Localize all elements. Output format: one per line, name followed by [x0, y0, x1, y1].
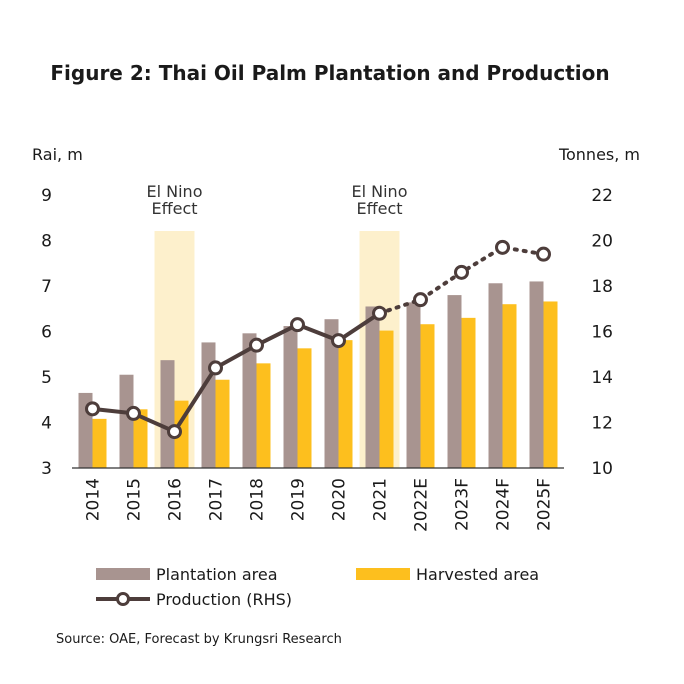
production-line [85, 239, 551, 440]
legend-swatch-harvested [356, 568, 410, 580]
chart-title: Figure 2: Thai Oil Palm Plantation and P… [50, 61, 609, 85]
bar-harvested-2021 [379, 330, 394, 468]
legend-swatch-plantation [96, 568, 150, 580]
production-point-2020 [331, 333, 346, 349]
production-point-2014 [85, 401, 100, 417]
shade-label-line2: Effect [151, 199, 197, 218]
x-tick-label: 2014 [84, 478, 104, 521]
legend: Plantation area Harvested area Productio… [96, 565, 539, 609]
legend-label-production: Production (RHS) [156, 590, 292, 609]
legend-label-harvested: Harvested area [416, 565, 539, 584]
bar-plantation-2016 [160, 360, 175, 468]
x-tick-label: 2022E [412, 478, 432, 532]
bar-harvested-2024F [502, 304, 517, 468]
production-point-2018 [249, 337, 264, 353]
bar-plantation-2019 [283, 326, 298, 468]
production-point-2017 [208, 360, 223, 376]
left-tick-label: 3 [41, 459, 52, 479]
bar-harvested-2019 [297, 348, 312, 468]
right-tick-label: 12 [591, 414, 613, 434]
left-tick-label: 5 [41, 368, 52, 388]
right-tick-label: 20 [591, 232, 613, 252]
shade-label-line1: El Nino [352, 182, 408, 201]
right-axis-ticks: 10 12 14 16 18 20 22 [591, 186, 613, 479]
bar-plantation-2021 [365, 306, 380, 468]
x-tick-label: 2020 [330, 478, 350, 521]
bar-plantation-2015 [119, 374, 134, 468]
production-point-2025F [536, 246, 551, 262]
left-axis-ticks: 3 4 5 6 7 8 9 [41, 186, 52, 479]
bar-plantation-2020 [324, 319, 339, 468]
x-tick-label: 2015 [125, 478, 145, 521]
production-point-2024F [495, 239, 510, 255]
x-tick-label: 2018 [248, 478, 268, 521]
left-tick-label: 8 [41, 232, 52, 252]
bar-harvested-2014 [92, 418, 107, 468]
source-note: Source: OAE, Forecast by Krungsri Resear… [56, 632, 342, 647]
x-tick-label: 2024F [494, 478, 514, 531]
x-tick-label: 2016 [166, 478, 186, 521]
x-tick-label: 2025F [535, 478, 555, 531]
left-tick-label: 9 [41, 186, 52, 206]
bar-plantation-2023F [447, 295, 462, 468]
left-axis-unit: Rai, m [32, 145, 83, 164]
bar-harvested-2017 [215, 379, 230, 468]
bar-harvested-2025F [543, 301, 558, 468]
left-tick-label: 4 [41, 414, 52, 434]
right-tick-label: 18 [591, 277, 613, 297]
x-tick-label: 2023F [453, 478, 473, 531]
production-point-2023F [454, 264, 469, 280]
bar-plantation-2025F [529, 281, 544, 468]
right-tick-label: 14 [591, 368, 613, 388]
x-tick-label: 2021 [371, 478, 391, 521]
production-point-2021 [372, 305, 387, 321]
x-tick-label: 2019 [289, 478, 309, 521]
production-point-2016 [167, 424, 182, 440]
left-tick-label: 7 [41, 277, 52, 297]
legend-label-plantation: Plantation area [156, 565, 278, 584]
shade-label-line2: Effect [356, 199, 402, 218]
bar-harvested-2023F [461, 317, 476, 468]
shade-label-line1: El Nino [147, 182, 203, 201]
x-tick-label: 2017 [207, 478, 227, 521]
x-axis-ticks: 2014 2015 2016 2017 2018 2019 2020 2021 2022E 202… [84, 478, 555, 532]
bar-harvested-2022E [420, 324, 435, 468]
bar-plantation-2022E [406, 302, 421, 468]
production-point-2019 [290, 317, 305, 333]
right-tick-label: 16 [591, 323, 613, 343]
right-axis-unit: Tonnes, m [558, 145, 640, 164]
right-tick-label: 22 [591, 186, 613, 206]
bar-harvested-2018 [256, 363, 271, 468]
right-tick-label: 10 [591, 459, 613, 479]
bar-plantation-2018 [242, 333, 257, 468]
bars [78, 281, 558, 468]
legend-swatch-production-marker [116, 592, 130, 606]
left-tick-label: 6 [41, 323, 52, 343]
production-point-2022E [413, 292, 428, 308]
bar-plantation-2024F [488, 283, 503, 468]
production-point-2015 [126, 405, 141, 421]
bar-harvested-2020 [338, 340, 353, 468]
bar-harvested-2015 [133, 409, 148, 468]
